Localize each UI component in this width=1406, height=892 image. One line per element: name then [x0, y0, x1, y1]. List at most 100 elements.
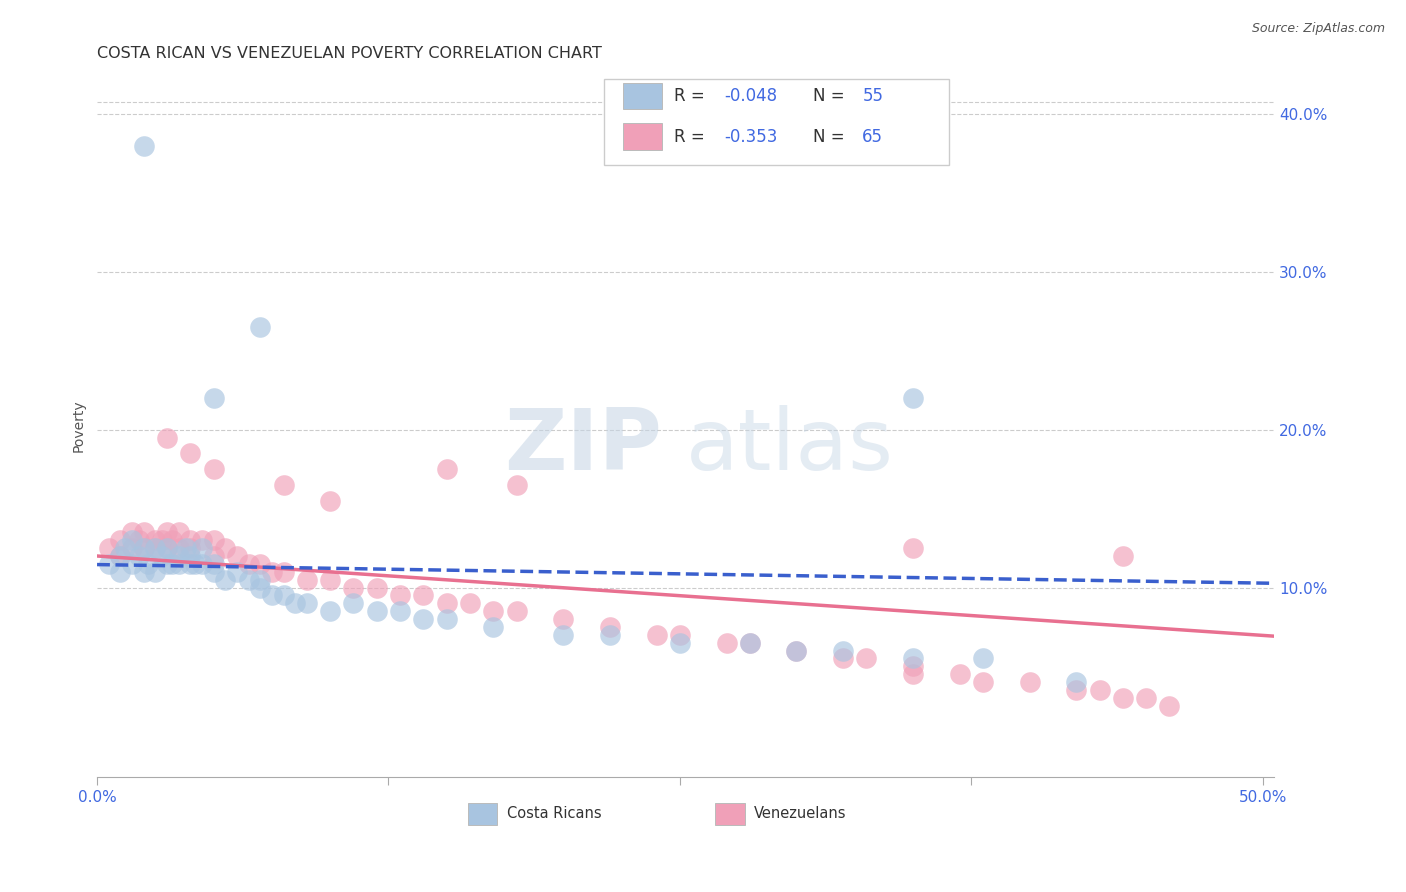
Point [214, 541, 236, 555]
Text: 65: 65 [862, 128, 883, 145]
Point [238, 573, 260, 587]
Text: ZIP: ZIP [505, 405, 662, 489]
Point [110, 533, 132, 548]
Point [191, 557, 214, 571]
Point [156, 431, 179, 445]
Point [179, 541, 201, 555]
Point [716, 636, 738, 650]
Point [202, 565, 225, 579]
Point [972, 651, 994, 665]
Point [202, 533, 225, 548]
Point [121, 525, 143, 540]
Point [167, 541, 190, 555]
Point [389, 604, 412, 618]
Point [226, 565, 249, 579]
Point [156, 557, 179, 571]
Point [553, 612, 575, 626]
Point [901, 651, 924, 665]
Point [260, 565, 283, 579]
Point [260, 588, 283, 602]
Point [121, 541, 143, 555]
Point [832, 643, 855, 657]
Point [179, 557, 201, 571]
Point [284, 596, 307, 610]
Point [458, 596, 481, 610]
Bar [468, 804, 498, 824]
Point [901, 667, 924, 681]
Text: R =: R = [673, 128, 710, 145]
Point [482, 604, 505, 618]
Point [114, 541, 136, 555]
Point [505, 604, 527, 618]
Point [553, 628, 575, 642]
Point [238, 557, 260, 571]
Text: Venezuelans: Venezuelans [754, 806, 846, 822]
Point [295, 596, 318, 610]
Point [132, 525, 155, 540]
Point [1159, 698, 1181, 713]
Point [249, 557, 271, 571]
Point [121, 557, 143, 571]
Point [738, 636, 761, 650]
Point [167, 549, 190, 563]
Y-axis label: Poverty: Poverty [72, 400, 86, 452]
Point [389, 588, 412, 602]
Point [191, 533, 214, 548]
Text: Source: ZipAtlas.com: Source: ZipAtlas.com [1251, 22, 1385, 36]
Point [160, 533, 183, 548]
Point [436, 612, 458, 626]
Point [143, 533, 166, 548]
Point [1018, 675, 1040, 690]
Point [599, 628, 621, 642]
Point [132, 139, 155, 153]
Point [273, 588, 295, 602]
Point [1088, 683, 1111, 698]
Point [785, 643, 807, 657]
Point [132, 565, 155, 579]
Point [669, 636, 692, 650]
Point [412, 612, 434, 626]
Point [342, 581, 364, 595]
Bar [623, 123, 662, 150]
Point [156, 541, 179, 555]
Point [167, 557, 190, 571]
Text: COSTA RICAN VS VENEZUELAN POVERTY CORRELATION CHART: COSTA RICAN VS VENEZUELAN POVERTY CORREL… [97, 46, 602, 62]
Point [156, 525, 179, 540]
FancyBboxPatch shape [605, 79, 949, 165]
Point [249, 573, 271, 587]
Point [156, 541, 179, 555]
Point [901, 541, 924, 555]
Point [645, 628, 668, 642]
Point [785, 643, 807, 657]
Point [121, 533, 143, 548]
Bar [623, 83, 662, 110]
Text: -0.353: -0.353 [724, 128, 778, 145]
Point [366, 604, 388, 618]
Point [319, 604, 342, 618]
Point [832, 651, 855, 665]
Point [128, 549, 150, 563]
Point [167, 525, 190, 540]
Point [855, 651, 877, 665]
Point [342, 596, 364, 610]
Point [319, 573, 342, 587]
Point [179, 549, 201, 563]
Point [174, 541, 197, 555]
Point [150, 533, 173, 548]
Point [97, 557, 120, 571]
Point [249, 320, 271, 334]
Point [1135, 690, 1157, 705]
Point [599, 620, 621, 634]
Point [179, 533, 201, 548]
Point [110, 549, 132, 563]
Point [1112, 549, 1135, 563]
Point [214, 573, 236, 587]
Point [110, 565, 132, 579]
Point [436, 462, 458, 476]
Text: N =: N = [813, 87, 849, 105]
Point [226, 549, 249, 563]
Point [202, 557, 225, 571]
Point [669, 628, 692, 642]
Point [191, 541, 214, 555]
Point [1064, 683, 1087, 698]
